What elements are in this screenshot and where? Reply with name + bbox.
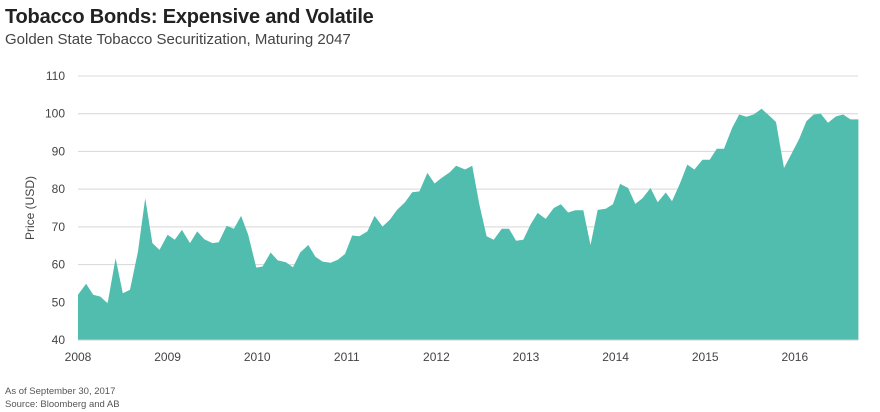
price-area (78, 108, 859, 340)
x-axis-ticks: 2008 2009 2010 2011 2012 2013 2014 2015 2016 (65, 350, 809, 364)
y-axis-label: Price (USD) (23, 176, 37, 240)
chart-subtitle: Golden State Tobacco Securitization, Mat… (5, 31, 351, 48)
y-tick-label: 80 (52, 182, 66, 196)
source-note: Source: Bloomberg and AB (5, 399, 120, 410)
x-tick-label: 2012 (423, 350, 450, 364)
y-tick-label: 110 (46, 69, 65, 83)
y-tick-label: 60 (52, 258, 66, 272)
x-tick-label: 2008 (65, 350, 92, 364)
y-tick-label: 90 (52, 144, 66, 158)
x-tick-label: 2015 (692, 350, 719, 364)
x-tick-label: 2009 (154, 350, 181, 364)
as-of-note: As of September 30, 2017 (5, 386, 116, 397)
y-tick-label: 100 (45, 107, 65, 121)
y-tick-label: 40 (52, 333, 66, 347)
chart-title: Tobacco Bonds: Expensive and Volatile (5, 6, 374, 28)
y-axis-ticks: 40 50 60 70 80 90 100 110 (45, 69, 65, 347)
x-tick-label: 2016 (781, 350, 808, 364)
x-tick-label: 2011 (334, 350, 360, 364)
x-tick-label: 2010 (244, 350, 271, 364)
y-tick-label: 50 (52, 295, 66, 309)
x-tick-label: 2013 (513, 350, 540, 364)
x-tick-label: 2014 (602, 350, 629, 364)
y-tick-label: 70 (52, 220, 66, 234)
